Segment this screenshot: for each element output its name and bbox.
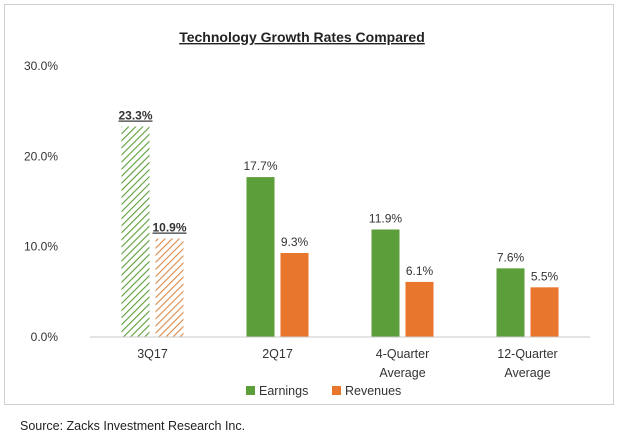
bar-revenues [530, 287, 559, 337]
data-label: 5.5% [531, 269, 559, 283]
data-label: 23.3% [118, 109, 152, 123]
data-label: 11.9% [369, 212, 402, 226]
x-tick-label: 2Q17 [262, 347, 293, 361]
y-tick-label: 20.0% [24, 149, 58, 163]
x-axis: 3Q17 2Q17 4-Quarter Average 12-Quarter Averag… [90, 336, 590, 380]
x-tick-label: 3Q17 [137, 347, 168, 361]
bar-revenues [405, 281, 434, 337]
data-label: 7.6% [497, 250, 525, 264]
data-label: 17.7% [243, 159, 277, 173]
bar-earnings [496, 268, 525, 337]
x-tick-label: Average [504, 366, 550, 380]
bar-revenues [155, 238, 184, 337]
legend-swatch [332, 386, 341, 395]
y-tick-label: 0.0% [31, 330, 59, 344]
chart-frame [4, 4, 614, 405]
source-note: Source: Zacks Investment Research Inc. [20, 419, 246, 433]
x-tick-label: Average [379, 366, 425, 380]
legend: Earnings Revenues [246, 384, 401, 398]
legend-label: Revenues [345, 384, 401, 398]
y-axis: 0.0% 10.0% 20.0% 30.0% [24, 59, 58, 344]
bar-earnings [371, 229, 400, 337]
bars: 23.3% 10.9% 17.7% 9.3% 11.9% 6.1% 7.6% 5.5% [118, 109, 559, 337]
legend-label: Earnings [259, 384, 308, 398]
data-label: 6.1% [406, 264, 434, 278]
data-label: 9.3% [281, 235, 309, 249]
bar-earnings [246, 177, 275, 337]
legend-swatch [246, 386, 255, 395]
y-tick-label: 30.0% [24, 59, 58, 73]
bar-revenues [280, 252, 309, 337]
x-tick-label: 12-Quarter [497, 347, 557, 361]
data-label: 10.9% [152, 221, 186, 235]
bar-earnings [121, 126, 150, 337]
x-tick-label: 4-Quarter [376, 347, 430, 361]
y-tick-label: 10.0% [24, 240, 58, 254]
chart-title: Technology Growth Rates Compared [179, 29, 425, 45]
